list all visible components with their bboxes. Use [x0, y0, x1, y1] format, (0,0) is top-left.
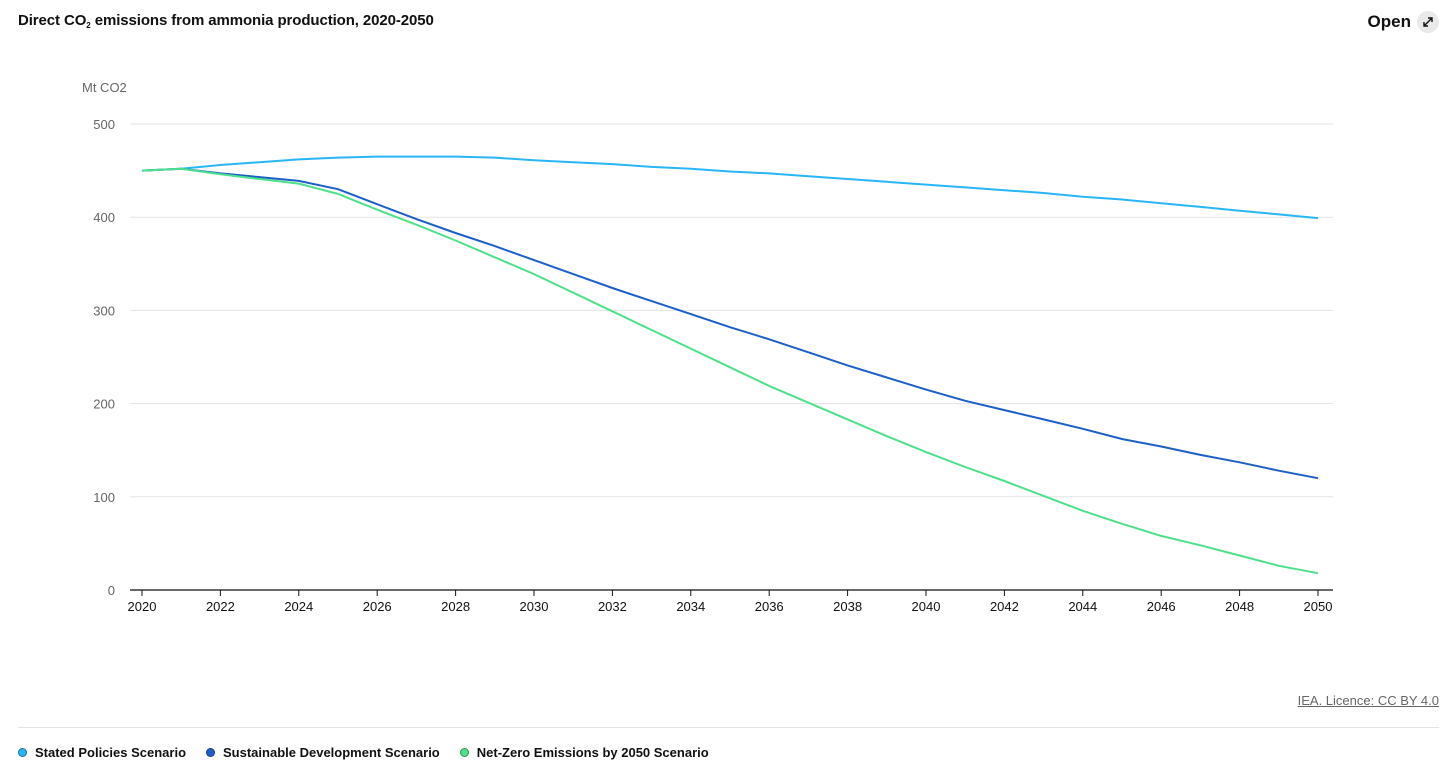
- x-tick-label: 2026: [363, 599, 392, 614]
- x-tick-label: 2048: [1225, 599, 1254, 614]
- open-button-label: Open: [1367, 12, 1411, 31]
- y-tick-label: 200: [93, 397, 115, 412]
- x-tick-label: 2030: [520, 599, 549, 614]
- x-tick-label: 2022: [206, 599, 235, 614]
- x-tick-label: 2020: [128, 599, 157, 614]
- series-line-2: [141, 167, 1319, 480]
- x-tick-label: 2050: [1304, 599, 1333, 614]
- x-tick-label: 2028: [441, 599, 470, 614]
- line-chart: Mt CO2 0 100 200 300 400 500 2020 2022 2024 2026 20…: [82, 80, 1333, 614]
- divider: [18, 727, 1439, 728]
- x-tick-label: 2038: [833, 599, 862, 614]
- legend-swatch: [206, 748, 216, 757]
- legend-label: Sustainable Development Scenario: [223, 745, 440, 760]
- chart-title: Direct CO2 emissions from ammonia produc…: [18, 12, 434, 30]
- y-tick-label: 300: [93, 303, 115, 318]
- series-line-1: [141, 155, 1319, 220]
- x-tick-label: 2034: [676, 599, 705, 614]
- legend: Stated Policies Scenario Sustainable Deve…: [18, 745, 709, 760]
- y-tick-label: 400: [93, 210, 115, 225]
- open-button[interactable]: Open: [1368, 11, 1439, 33]
- expand-icon: [1417, 11, 1439, 33]
- licence-link[interactable]: IEA. Licence: CC BY 4.0: [1297, 693, 1439, 708]
- y-axis-label: Mt CO2: [82, 80, 127, 95]
- y-tick-label: 0: [108, 583, 115, 598]
- y-tick-label: 100: [93, 490, 115, 505]
- legend-label: Stated Policies Scenario: [35, 745, 187, 760]
- legend-swatch: [459, 748, 469, 757]
- legend-item-2[interactable]: Sustainable Development Scenario: [206, 745, 440, 760]
- x-tick-label: 2046: [1147, 599, 1176, 614]
- legend-label: Net-Zero Emissions by 2050 Scenario: [476, 745, 709, 760]
- x-tick-label: 2032: [598, 599, 627, 614]
- x-tick-label: 2042: [990, 599, 1019, 614]
- x-tick-label: 2044: [1068, 599, 1097, 614]
- x-tick-label: 2024: [284, 599, 313, 614]
- legend-item-3[interactable]: Net-Zero Emissions by 2050 Scenario: [459, 745, 709, 760]
- legend-item-1[interactable]: Stated Policies Scenario: [18, 745, 186, 760]
- x-tick-label: 2040: [912, 599, 941, 614]
- y-tick-label: 500: [93, 117, 115, 132]
- x-tick-label: 2036: [755, 599, 784, 614]
- legend-swatch: [18, 748, 27, 757]
- series-line-3: [141, 167, 1319, 575]
